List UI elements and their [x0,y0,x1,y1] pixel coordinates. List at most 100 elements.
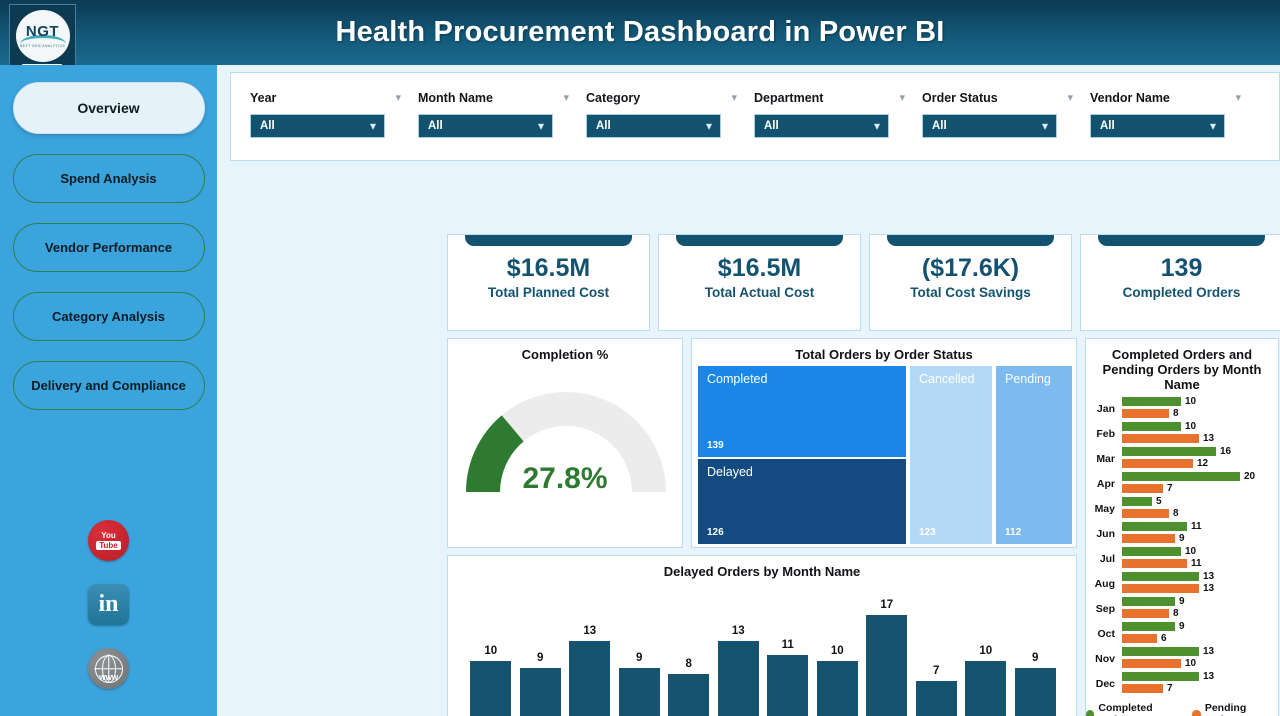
treemap-tile[interactable]: Delayed 126 [698,459,906,544]
chevron-down-icon[interactable]: ▾ [1235,91,1241,104]
kpi-card: $16.5M Total Planned Cost [447,234,650,331]
treemap-tile-value: 112 [1005,527,1022,538]
hbar-row[interactable]: Oct 9 6 [1092,621,1270,646]
column-bar-group[interactable]: 7 [912,585,962,716]
hbar-value: 8 [1173,508,1179,519]
hbar-segment [1122,497,1152,506]
column-chart-plot: 10 9 13 9 8 13 11 10 17 7 10 9 [466,585,1060,716]
hbar-segment [1122,422,1181,431]
hbar-chart-title: Completed Orders and Pending Orders by M… [1102,347,1262,392]
slicer-dropdown[interactable]: All ▾ [754,114,889,138]
treemap-tile[interactable]: Pending 112 [996,366,1072,544]
column-bar-group[interactable]: 9 [615,585,665,716]
hbar-line: 7 [1122,683,1270,694]
hbar-row[interactable]: Sep 9 8 [1092,596,1270,621]
hbar-row[interactable]: Feb 10 13 [1092,421,1270,446]
treemap-tile[interactable]: Completed 139 [698,366,906,457]
slicer-header: Category ▾ [586,91,737,105]
slicer-dropdown[interactable]: All ▾ [250,114,385,138]
sidebar-nav: Overview Spend Analysis Vendor Performance… [0,65,217,410]
chevron-down-icon[interactable]: ▾ [395,91,401,104]
gauge-title: Completion % [521,347,609,362]
hbar-segment [1122,647,1199,656]
column-bar-group[interactable]: 10 [961,585,1011,716]
column-bar-group[interactable]: 11 [763,585,813,716]
treemap-tile[interactable]: Cancelled 123 [910,366,992,544]
column-bar-group[interactable]: 8 [664,585,714,716]
hbar-segment [1122,459,1193,468]
hbar-bars: 11 9 [1122,521,1270,546]
slicer-order-status: Order Status ▾ All ▾ [922,91,1089,160]
delayed-orders-card: Delayed Orders by Month Name 10 9 13 9 8 13 11… [447,555,1077,716]
hbar-row[interactable]: Aug 13 13 [1092,571,1270,596]
column-bar-group[interactable]: 10 [466,585,516,716]
column-bar-group[interactable]: 9 [1011,585,1061,716]
column-bar [866,615,908,716]
chevron-down-icon[interactable]: ▾ [563,91,569,104]
legend-item[interactable]: Completed Orders [1086,702,1183,716]
hbar-value: 5 [1156,496,1162,507]
hbar-value: 12 [1197,458,1209,469]
kpi-label: Total Cost Savings [910,285,1031,301]
chevron-down-icon: ▾ [1041,119,1048,133]
hbar-row[interactable]: Jul 10 11 [1092,546,1270,571]
hbar-row[interactable]: Apr 20 7 [1092,471,1270,496]
hbar-bars: 10 13 [1122,421,1270,446]
sidebar-item-spend-analysis[interactable]: Spend Analysis [12,154,205,203]
hbar-row[interactable]: Jun 11 9 [1092,521,1270,546]
company-logo: NGT NEXT GEN ANALYTICS [9,4,76,67]
hbar-segment [1122,509,1169,518]
chevron-down-icon[interactable]: ▾ [731,91,737,104]
hbar-value: 10 [1185,421,1197,432]
hbar-row[interactable]: Jan 10 8 [1092,396,1270,421]
slicer-value: All [1100,120,1115,132]
column-bar-group[interactable]: 13 [565,585,615,716]
slicer-dropdown[interactable]: All ▾ [1090,114,1225,138]
sidebar-item-label: Spend Analysis [60,171,157,186]
hbar-row[interactable]: Dec 13 7 [1092,671,1270,696]
column-bar-value: 10 [484,645,498,657]
hbar-bars: 10 8 [1122,396,1270,421]
sidebar-item-category-analysis[interactable]: Category Analysis [12,292,205,341]
hbar-row[interactable]: Mar 16 12 [1092,446,1270,471]
column-bar-group[interactable]: 13 [714,585,764,716]
column-bar-group[interactable]: 10 [813,585,863,716]
chevron-down-icon: ▾ [705,119,712,133]
chevron-down-icon[interactable]: ▾ [899,91,905,104]
column-bar [915,681,957,716]
slicer-label: Order Status [922,91,998,105]
hbar-row[interactable]: Nov 13 10 [1092,646,1270,671]
slicer-dropdown[interactable]: All ▾ [418,114,553,138]
hbar-segment [1122,634,1157,643]
kpi-value: 139 [1160,254,1203,282]
column-bar-group[interactable]: 9 [516,585,566,716]
legend-color-dot [1192,709,1201,716]
hbar-segment [1122,447,1216,456]
slicer-dropdown[interactable]: All ▾ [922,114,1057,138]
hbar-line: 13 [1122,671,1270,682]
sidebar-item-vendor-performance[interactable]: Vendor Performance [12,223,205,272]
sidebar-item-label: Vendor Performance [44,240,173,255]
slicer-dropdown[interactable]: All ▾ [586,114,721,138]
hbar-category-label: Sep [1095,602,1115,615]
sidebar-item-delivery-and-compliance[interactable]: Delivery and Compliance [12,361,205,410]
hbar-bars: 13 10 [1122,646,1270,671]
slicer-label: Vendor Name [1090,91,1170,105]
chevron-down-icon[interactable]: ▾ [1067,91,1073,104]
linkedin-icon[interactable]: in [88,584,129,625]
column-chart-title: Delayed Orders by Month Name [663,564,861,579]
youtube-icon[interactable]: You Tube [88,520,129,561]
hbar-segment [1122,684,1163,693]
legend-item[interactable]: Pending Orders [1192,702,1278,716]
website-globe-icon[interactable]: WWW [88,648,129,689]
hbar-row[interactable]: May 5 8 [1092,496,1270,521]
hbar-line: 8 [1122,408,1270,419]
sidebar-item-overview[interactable]: Overview [12,82,205,134]
column-bar-group[interactable]: 17 [862,585,912,716]
youtube-you-label: You [101,530,116,540]
content-area: Year ▾ All ▾ Month Name ▾ All ▾ Category ▾ All ▾ Dep… [217,65,1280,716]
hbar-line: 13 [1122,646,1270,657]
